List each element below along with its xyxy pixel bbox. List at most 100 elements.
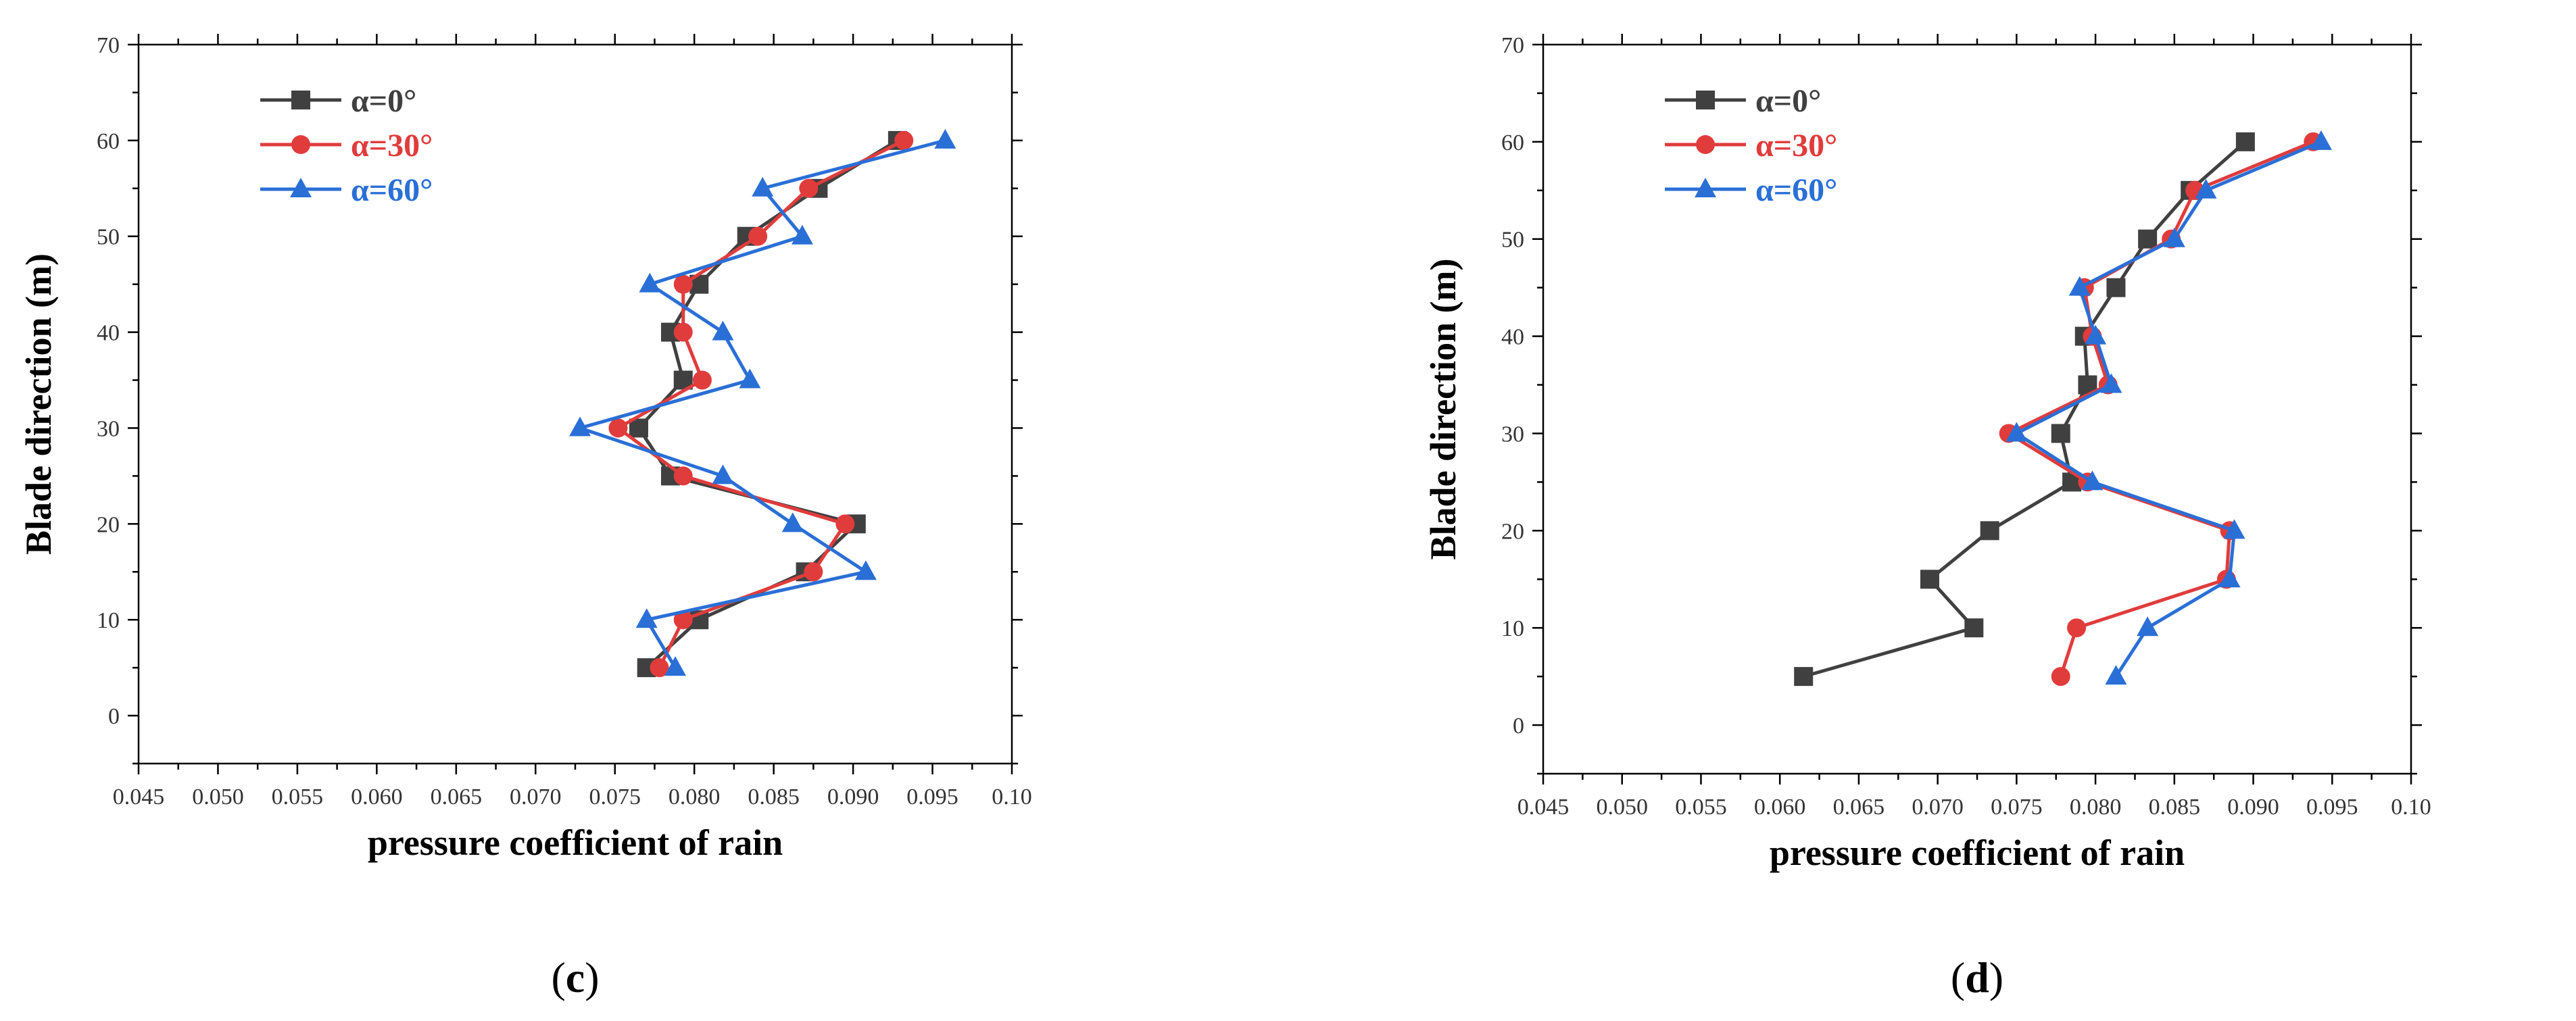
data-point-triangle <box>2100 373 2122 393</box>
data-point-circle <box>673 610 693 630</box>
data-point-triangle <box>791 224 813 245</box>
data-point-triangle <box>854 560 877 580</box>
y-tick-label: 20 <box>97 512 120 537</box>
x-tick-label: 0.090 <box>2227 795 2279 820</box>
data-point-triangle <box>569 416 591 437</box>
y-axis-title: Blade direction (m) <box>18 253 59 555</box>
data-point-circle <box>1696 135 1715 154</box>
data-point-triangle <box>2163 227 2185 247</box>
caption-letter: d <box>1965 953 1989 1001</box>
x-axis-title: pressure coefficient of rain <box>1770 832 2185 873</box>
legend-label: α=0° <box>351 83 416 119</box>
x-tick-label: 0.055 <box>1675 795 1727 820</box>
y-tick-label: 0 <box>1513 714 1524 739</box>
data-point-circle <box>2067 618 2087 638</box>
x-tick-label: 0.070 <box>1912 795 1964 820</box>
x-tick-label: 0.065 <box>1833 795 1885 820</box>
x-tick-label: 0.065 <box>431 785 483 810</box>
x-tick-label: 0.080 <box>669 785 721 810</box>
legend-item: α=60° <box>1665 172 1837 208</box>
series-line <box>578 139 946 669</box>
data-point-triangle <box>934 128 956 149</box>
data-point-circle <box>804 562 823 582</box>
data-point-square <box>1980 521 1999 541</box>
y-tick-label: 50 <box>97 225 120 250</box>
data-point-triangle <box>2310 130 2332 150</box>
data-point-triangle <box>2085 324 2107 345</box>
data-point-circle <box>608 418 628 438</box>
y-tick-label: 10 <box>1501 616 1524 641</box>
data-point-square <box>1964 618 1984 638</box>
caption-paren: ( <box>1951 953 1965 1001</box>
data-point-circle <box>2051 667 2070 687</box>
y-tick-label: 60 <box>1501 130 1524 155</box>
legend-label: α=60° <box>1755 172 1837 208</box>
y-tick-label: 20 <box>1501 519 1524 544</box>
x-tick-label: 0.075 <box>1991 795 2043 820</box>
data-point-circle <box>291 135 310 154</box>
series-alpha-60 <box>2006 130 2332 685</box>
data-point-triangle <box>635 608 658 628</box>
data-point-circle <box>748 226 768 246</box>
data-point-triangle <box>2068 276 2091 296</box>
series-alpha-0 <box>1794 132 2255 687</box>
x-tick-label: 0.045 <box>1517 795 1570 820</box>
data-point-triangle <box>1695 178 1716 197</box>
data-point-triangle <box>2006 422 2028 442</box>
x-tick-label: 0.075 <box>589 785 641 810</box>
caption-paren: ) <box>1989 953 2003 1001</box>
x-tick-label: 0.050 <box>1596 795 1648 820</box>
data-point-square <box>1920 570 1939 589</box>
legend-label: α=30° <box>351 128 433 164</box>
y-tick-label: 40 <box>1501 325 1524 350</box>
y-tick-label: 0 <box>108 704 120 729</box>
x-tick-label: 0.095 <box>2306 795 2358 820</box>
x-tick-label: 0.085 <box>748 785 800 810</box>
data-point-circle <box>692 370 712 390</box>
legend: α=0° α=30° α=60° <box>1665 83 1837 208</box>
data-point-circle <box>650 658 669 678</box>
data-point-square <box>2106 278 2126 297</box>
data-point-triangle <box>781 512 804 532</box>
x-tick-label: 0.055 <box>272 785 324 810</box>
legend-item: α=0° <box>1665 83 1821 119</box>
data-point-square <box>291 91 310 109</box>
data-point-square <box>1794 667 1814 687</box>
legend-item: α=30° <box>260 128 433 164</box>
y-tick-label: 70 <box>97 33 120 58</box>
data-point-triangle <box>2223 519 2245 539</box>
x-tick-label: 0.060 <box>351 785 403 810</box>
data-point-triangle <box>712 464 734 484</box>
x-tick-label: 0.085 <box>2149 795 2201 820</box>
data-point-triangle <box>752 176 774 197</box>
data-point-triangle <box>712 320 734 341</box>
legend-item: α=30° <box>1665 128 1837 164</box>
data-point-triangle <box>2081 470 2104 491</box>
x-tick-label: 0.10 <box>2391 795 2431 820</box>
y-tick-label: 50 <box>1501 228 1524 253</box>
data-point-triangle <box>664 656 686 676</box>
data-point-square <box>1696 91 1715 109</box>
legend-label: α=60° <box>351 172 433 208</box>
legend-item: α=0° <box>260 83 416 119</box>
legend-item: α=60° <box>260 172 433 208</box>
caption-paren: ) <box>585 953 599 1001</box>
caption-paren: ( <box>551 953 565 1001</box>
x-tick-label: 0.095 <box>906 785 958 810</box>
y-axis-title: Blade direction (m) <box>1423 259 1463 560</box>
series-line <box>2014 140 2322 678</box>
legend-label: α=30° <box>1755 128 1837 164</box>
y-tick-label: 30 <box>1501 422 1524 447</box>
data-point-triangle <box>739 368 761 389</box>
chart-d: 0.045 0.050 0.055 0.060 0.065 0.070 0.075 0.080… <box>1423 33 2431 1001</box>
chart-caption: (c) <box>551 953 599 1001</box>
chart-caption: (d) <box>1951 953 2003 1001</box>
data-point-triangle <box>2195 178 2217 199</box>
data-point-circle <box>835 514 855 534</box>
y-tick-label: 10 <box>97 608 120 633</box>
data-point-triangle <box>2137 616 2159 637</box>
data-point-circle <box>673 322 693 342</box>
data-point-circle <box>799 178 819 198</box>
